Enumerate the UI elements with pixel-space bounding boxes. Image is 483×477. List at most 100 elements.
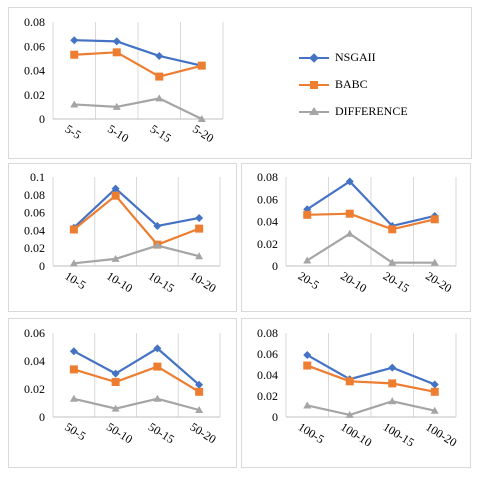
- x-tick-label: 5-10: [105, 122, 131, 146]
- point-nsgaii: [303, 351, 312, 360]
- series-line-babc: [73, 194, 200, 246]
- x-tick-label: 100-5: [296, 420, 327, 447]
- y-tick-label: 0.04: [24, 64, 45, 78]
- point-nsgaii: [155, 51, 164, 60]
- point-difference: [430, 406, 439, 414]
- legend-label: NSGAII: [335, 50, 376, 64]
- point-difference: [303, 401, 312, 409]
- point-difference: [195, 406, 204, 413]
- point-difference: [153, 394, 162, 402]
- chart-panel-2: 0 0.02 0.04 0.06 0.08 0.1 10-5 10-10 10-15 10-20: [8, 163, 237, 312]
- y-tick-label: 0.06: [24, 206, 45, 220]
- chart-5: 0 0.02 0.04 0.06 0.08 100-5 100-10 100-15 100-20: [257, 326, 459, 450]
- series-line-nsgaii: [73, 347, 200, 386]
- y-tick-label: 0.04: [257, 215, 278, 229]
- series-line-difference: [73, 244, 200, 265]
- point-nsgaii: [153, 221, 162, 230]
- series-line-nsgaii: [73, 187, 200, 229]
- point-difference: [195, 252, 204, 260]
- series-line-nsgaii: [306, 354, 436, 386]
- y-tick-label: 0.04: [257, 368, 278, 382]
- x-tick-label: 100-20: [423, 420, 459, 450]
- point-difference: [69, 259, 78, 267]
- point-difference: [388, 397, 397, 405]
- point-difference: [69, 394, 78, 402]
- y-tick-label: 0: [39, 112, 45, 126]
- series-line-babc: [307, 212, 436, 231]
- series-line-difference: [74, 97, 203, 120]
- y-tick-label: 0.06: [24, 39, 45, 53]
- point-babc: [111, 191, 120, 200]
- point-nsgaii: [70, 36, 79, 45]
- point-babc: [388, 225, 397, 234]
- y-tick-label: 0.04: [24, 223, 45, 237]
- y-tick-label: 0.08: [24, 15, 45, 29]
- x-tick-label: 10-10: [104, 269, 135, 296]
- y-tick-label: 0.02: [257, 237, 278, 251]
- legend-label: BABC: [335, 77, 368, 91]
- point-babc: [153, 362, 162, 371]
- y-tick-label: 0.04: [24, 354, 45, 368]
- chart-panel-4: 0 0.02 0.04 0.06 50-5 50-10 50-15 50-20: [8, 318, 237, 468]
- y-tick-label: 0: [272, 259, 278, 273]
- point-difference: [303, 256, 312, 264]
- chart-1: 0 0.02 0.04 0.06 0.08 5-5 5-10 5-15 5-20: [24, 15, 224, 146]
- x-tick-label: 10-5: [62, 269, 88, 293]
- point-nsgaii: [111, 184, 120, 193]
- x-tick-label: 5-5: [63, 122, 84, 142]
- x-tick-label: 20-5: [296, 269, 322, 293]
- series-line-difference: [73, 397, 200, 412]
- point-nsgaii: [111, 369, 120, 378]
- x-tick-label: 20-20: [423, 269, 454, 296]
- point-babc: [69, 225, 78, 234]
- y-tick-label: 0.08: [257, 170, 278, 184]
- point-nsgaii: [430, 380, 439, 389]
- x-tick-label: 100-15: [381, 420, 417, 450]
- y-tick-label: 0.06: [257, 347, 278, 361]
- point-difference: [112, 102, 121, 110]
- point-nsgaii: [195, 380, 204, 389]
- y-tick-label: 0: [272, 410, 278, 424]
- point-babc: [195, 224, 204, 233]
- point-difference: [70, 100, 79, 108]
- x-tick-label: 20-10: [338, 269, 369, 296]
- chart-4: 0 0.02 0.04 0.06 50-5 50-10 50-15 50-20: [24, 326, 221, 447]
- legend-marker-square: [310, 81, 318, 89]
- y-tick-label: 0.02: [24, 241, 45, 255]
- point-babc: [197, 61, 206, 70]
- point-nsgaii: [153, 344, 162, 353]
- y-tick-label: 0: [39, 410, 45, 424]
- y-tick-label: 0: [39, 259, 45, 273]
- legend-label: DIFFERENCE: [335, 104, 408, 118]
- y-tick-label: 0.02: [24, 382, 45, 396]
- series-line-babc: [73, 365, 200, 393]
- legend-marker-triangle: [309, 107, 319, 115]
- y-tick-label: 0.06: [24, 326, 45, 340]
- point-nsgaii: [195, 213, 204, 222]
- point-babc: [155, 72, 164, 81]
- y-tick-label: 0.08: [24, 188, 45, 202]
- series-line-difference: [307, 400, 435, 417]
- chart-panel-1: 0 0.02 0.04 0.06 0.08 5-5 5-10 5-15 5-20 NSGAII B…: [8, 7, 472, 159]
- x-tick-label: 10-20: [188, 269, 219, 296]
- series-line-babc: [306, 364, 435, 393]
- x-tick-label: 100-10: [338, 420, 374, 450]
- point-babc: [69, 365, 78, 374]
- y-tick-label: 0.02: [24, 88, 45, 102]
- series-line-babc: [74, 51, 203, 78]
- point-difference: [430, 258, 439, 266]
- y-tick-label: 0.02: [257, 389, 278, 403]
- x-tick-label: 5-20: [190, 122, 216, 146]
- point-babc: [345, 377, 354, 386]
- point-babc: [195, 387, 204, 396]
- y-tick-label: 0.1: [30, 170, 45, 184]
- x-tick-label: 10-15: [146, 269, 177, 296]
- point-nsgaii: [69, 347, 78, 356]
- x-tick-label: 20-15: [381, 269, 412, 296]
- chart-panel-3: 0 0.02 0.04 0.06 0.08 20-5 20-10 20-15 20-20: [241, 163, 471, 312]
- x-tick-label: 50-10: [104, 420, 135, 447]
- point-nsgaii: [112, 37, 121, 46]
- point-babc: [388, 379, 397, 388]
- point-difference: [153, 241, 162, 249]
- point-nsgaii: [345, 177, 354, 186]
